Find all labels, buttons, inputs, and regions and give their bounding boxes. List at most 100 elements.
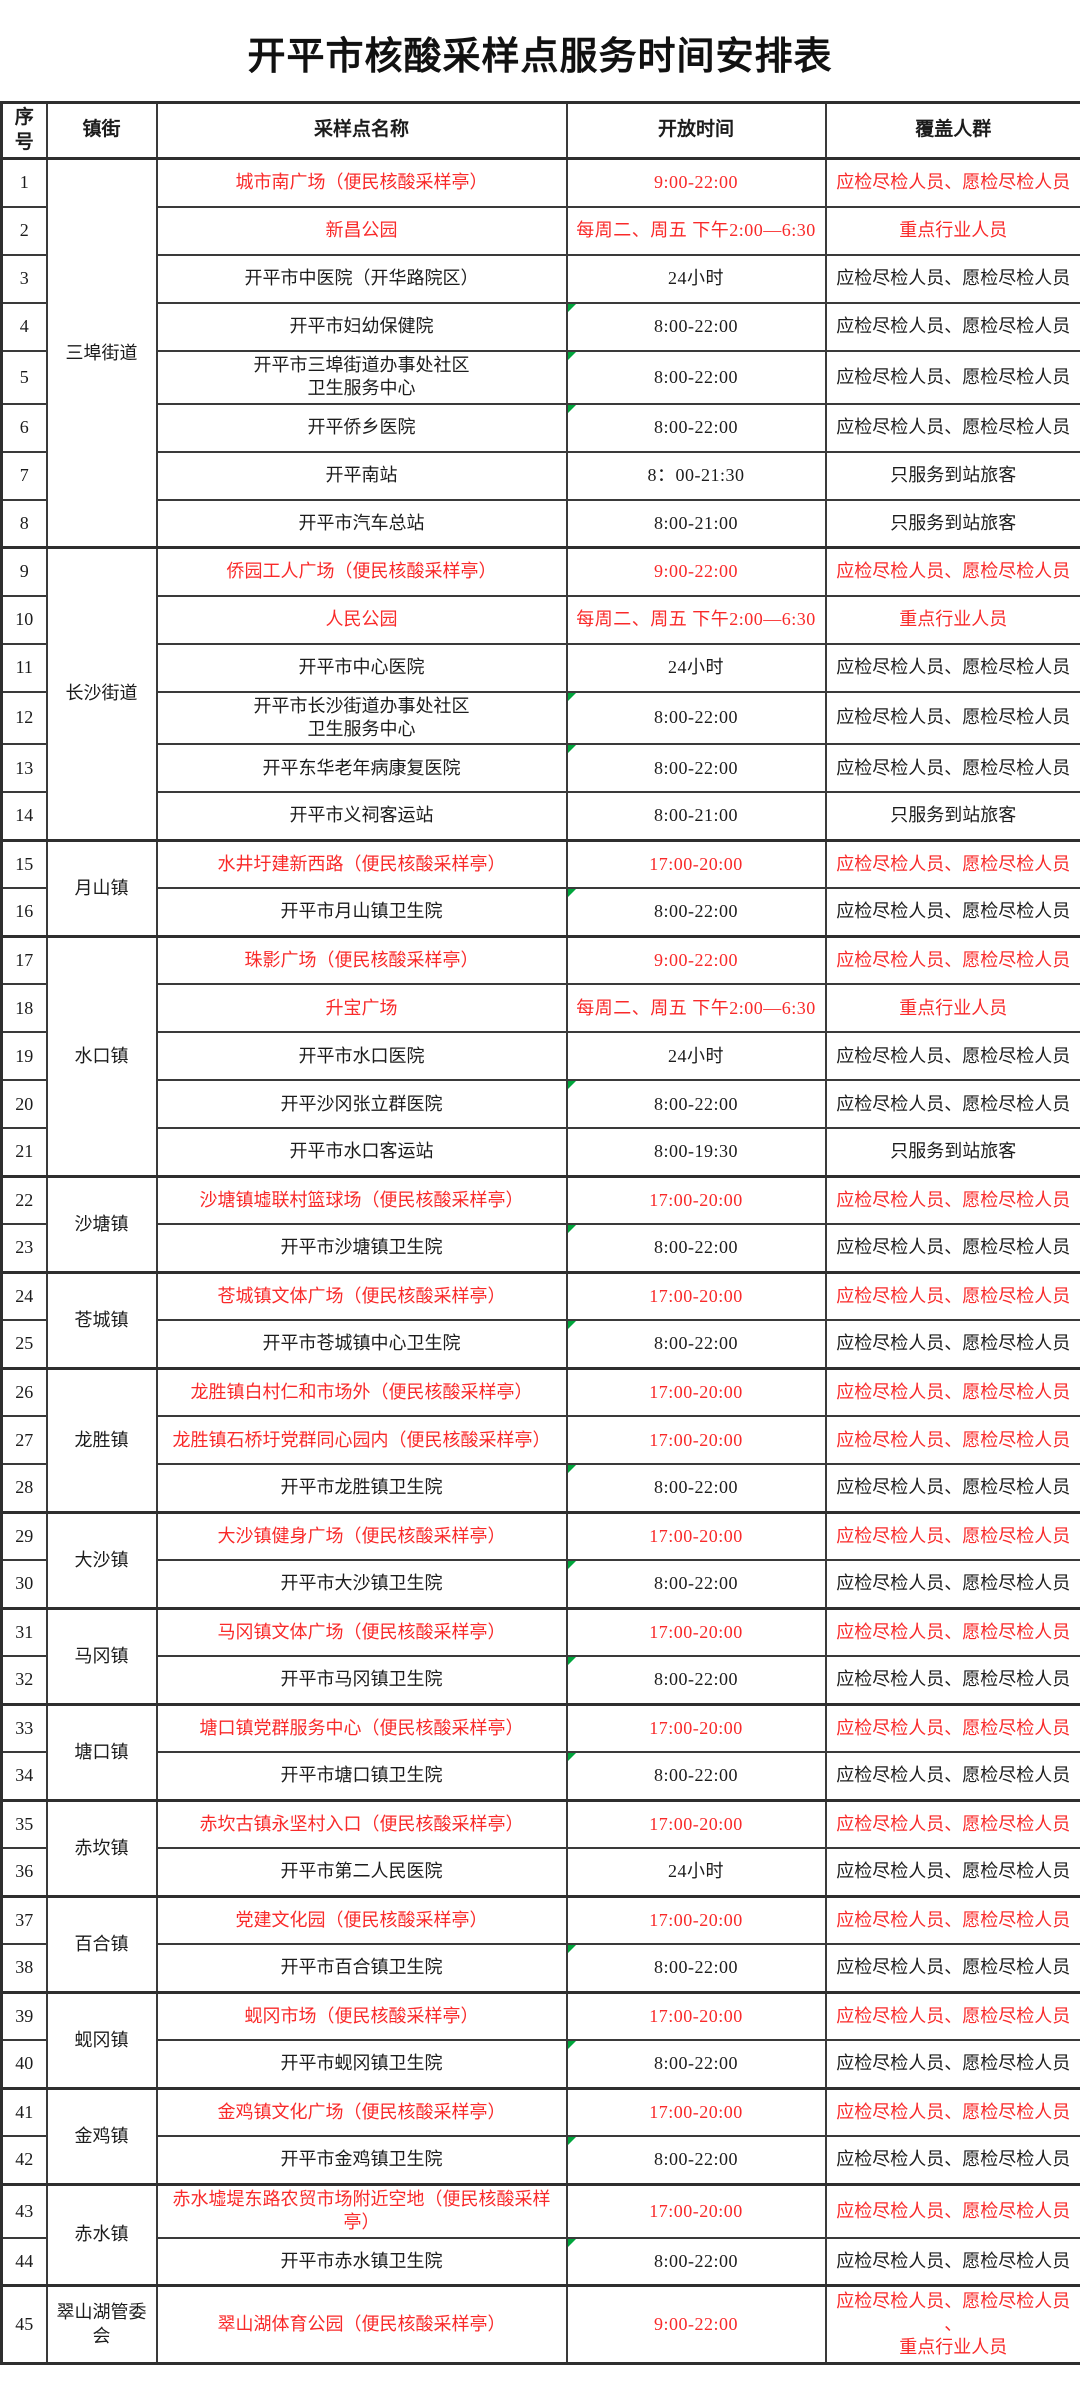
open-time-cell: 8:00-22:00 [565, 301, 827, 352]
site-name-cell: 龙胜镇白村仁和市场外（便民核酸采样亭） [155, 1366, 568, 1418]
cell-flag-marker-icon [568, 1322, 576, 1330]
table-row: 16 开平市月山镇卫生院 8:00-22:00 应检尽检人员、愿检尽检人员 [0, 887, 1080, 938]
table-row: 12 开平市长沙街道办事处社区 卫生服务中心 8:00-22:00 应检尽检人员、愿检… [0, 690, 1080, 746]
row-number-cell: 30 [0, 1559, 48, 1610]
site-name-cell: 开平市苍城镇中心卫生院 [155, 1319, 568, 1370]
coverage-cell: 应检尽检人员、愿检尽检人员 [824, 934, 1080, 986]
coverage-cell: 应检尽检人员、愿检尽检人员 [824, 2086, 1080, 2138]
row-number-cell: 7 [0, 450, 48, 501]
row-number-cell: 12 [0, 690, 48, 746]
open-time-cell: 17:00-20:00 [565, 1798, 827, 1850]
open-time-cell: 8:00-22:00 [565, 2236, 827, 2287]
site-name-cell: 开平市妇幼保健院 [155, 301, 568, 352]
town-cell: 龙胜镇 [45, 1366, 158, 1514]
table-row: 21 开平市水口客运站 8:00-19:30 只服务到站旅客 [0, 1127, 1080, 1178]
row-number-cell: 1 [0, 157, 48, 208]
site-name-cell: 水井圩建新西路（便民核酸采样亭） [155, 838, 568, 890]
site-name-cell: 开平东华老年病康复医院 [155, 743, 568, 794]
coverage-cell: 应检尽检人员、愿检尽检人员 [824, 1990, 1080, 2042]
cell-flag-marker-icon [568, 1226, 576, 1234]
site-name-cell: 塘口镇党群服务中心（便民核酸采样亭） [155, 1702, 568, 1754]
coverage-cell: 只服务到站旅客 [824, 1127, 1080, 1178]
open-time-cell: 8:00-22:00 [565, 1751, 827, 1802]
site-name-cell: 苍城镇文体广场（便民核酸采样亭） [155, 1270, 568, 1322]
table-row: 42 开平市金鸡镇卫生院 8:00-22:00 应检尽检人员、愿检尽检人员 [0, 2135, 1080, 2186]
coverage-cell: 只服务到站旅客 [824, 791, 1080, 842]
open-time-cell: 17:00-20:00 [565, 1894, 827, 1946]
table-row: 22 沙塘镇 沙塘镇墟联村篮球场（便民核酸采样亭） 17:00-20:00 应检尽检人员… [0, 1174, 1080, 1274]
open-time-cell: 17:00-20:00 [565, 1174, 827, 1226]
header-coverage: 覆盖人群 [824, 101, 1080, 161]
cell-flag-marker-icon [568, 1658, 576, 1666]
open-time-cell: 9:00-22:00 [565, 546, 827, 597]
open-time-cell: 8:00-22:00 [565, 349, 827, 405]
row-number-cell: 5 [0, 349, 48, 405]
site-name-cell: 党建文化园（便民核酸采样亭） [155, 1894, 568, 1946]
table-row: 7 开平南站 8：00-21:30 只服务到站旅客 [0, 450, 1080, 501]
coverage-cell: 应检尽检人员、愿检尽检人员 [824, 1463, 1080, 1514]
cell-flag-marker-icon [568, 1754, 576, 1762]
table-row: 34 开平市塘口镇卫生院 8:00-22:00 应检尽检人员、愿检尽检人员 [0, 1751, 1080, 1802]
cell-flag-marker-icon [568, 1466, 576, 1474]
table-row: 45 翠山湖管委会 翠山湖体育公园（便民核酸采样亭） 9:00-22:00 应检尽检人员… [0, 2284, 1080, 2365]
open-time-cell: 17:00-20:00 [565, 1415, 827, 1466]
row-number-cell: 35 [0, 1798, 48, 1850]
coverage-cell: 重点行业人员 [824, 594, 1080, 645]
row-number-cell: 28 [0, 1463, 48, 1514]
table-row: 9 长沙街道 侨园工人广场（便民核酸采样亭） 9:00-22:00 应检尽检人员、愿检尽… [0, 546, 1080, 842]
cell-flag-marker-icon [568, 890, 576, 898]
town-cell: 沙塘镇 [45, 1174, 158, 1274]
site-name-cell: 开平市中医院（开华路院区） [155, 253, 568, 304]
row-number-cell: 22 [0, 1174, 48, 1226]
cell-flag-marker-icon [568, 746, 576, 754]
table-row: 31 马冈镇 马冈镇文体广场（便民核酸采样亭） 17:00-20:00 应检尽检人员、愿… [0, 1606, 1080, 1706]
table-row: 5 开平市三埠街道办事处社区 卫生服务中心 8:00-22:00 应检尽检人员、愿检尽… [0, 349, 1080, 405]
site-name-cell: 珠影广场（便民核酸采样亭） [155, 934, 568, 986]
row-number-cell: 42 [0, 2135, 48, 2186]
site-name-cell: 开平市金鸡镇卫生院 [155, 2135, 568, 2186]
cell-flag-marker-icon [568, 2042, 576, 2050]
open-time-cell: 8:00-21:00 [565, 498, 827, 549]
open-time-cell: 17:00-20:00 [565, 1990, 827, 2042]
open-time-cell: 17:00-20:00 [565, 2086, 827, 2138]
coverage-cell: 应检尽检人员、愿检尽检人员 [824, 1223, 1080, 1274]
site-name-cell: 开平市水口医院 [155, 1031, 568, 1082]
row-number-cell: 38 [0, 1943, 48, 1994]
town-cell: 翠山湖管委会 [45, 2284, 158, 2365]
coverage-cell: 应检尽检人员、愿检尽检人员 [824, 887, 1080, 938]
open-time-cell: 8:00-19:30 [565, 1127, 827, 1178]
table-row: 35 赤坎镇 赤坎古镇永坚村入口（便民核酸采样亭） 17:00-20:00 应检尽检人员… [0, 1798, 1080, 1898]
coverage-cell: 应检尽检人员、愿检尽检人员 [824, 157, 1080, 208]
table-row: 13 开平东华老年病康复医院 8:00-22:00 应检尽检人员、愿检尽检人员 [0, 743, 1080, 794]
coverage-cell: 应检尽检人员、愿检尽检人员 [824, 1559, 1080, 1610]
town-cell: 金鸡镇 [45, 2086, 158, 2186]
site-name-cell: 开平市中心医院 [155, 642, 568, 693]
open-time-cell: 8:00-22:00 [565, 1655, 827, 1706]
coverage-cell: 应检尽检人员、愿检尽检人员 [824, 402, 1080, 453]
open-time-cell: 8：00-21:30 [565, 450, 827, 501]
table-row: 28 开平市龙胜镇卫生院 8:00-22:00 应检尽检人员、愿检尽检人员 [0, 1463, 1080, 1514]
open-time-cell: 每周二、周五 下午2:00—6:30 [565, 983, 827, 1034]
site-name-cell: 城市南广场（便民核酸采样亭） [155, 157, 568, 208]
open-time-cell: 8:00-22:00 [565, 1223, 827, 1274]
cell-flag-marker-icon [568, 2138, 576, 2146]
open-time-cell: 8:00-22:00 [565, 2039, 827, 2090]
coverage-cell: 应检尽检人员、愿检尽检人员 [824, 253, 1080, 304]
header-site-name: 采样点名称 [155, 101, 568, 161]
open-time-cell: 24小时 [565, 642, 827, 693]
table-row: 40 开平市蚬冈镇卫生院 8:00-22:00 应检尽检人员、愿检尽检人员 [0, 2039, 1080, 2090]
table-row: 20 开平沙冈张立群医院 8:00-22:00 应检尽检人员、愿检尽检人员 [0, 1079, 1080, 1130]
row-number-cell: 6 [0, 402, 48, 453]
table-row: 19 开平市水口医院 24小时 应检尽检人员、愿检尽检人员 [0, 1031, 1080, 1082]
site-name-cell: 开平市龙胜镇卫生院 [155, 1463, 568, 1514]
site-name-cell: 赤坎古镇永坚村入口（便民核酸采样亭） [155, 1798, 568, 1850]
row-number-cell: 2 [0, 205, 48, 256]
coverage-cell: 应检尽检人员、愿检尽检人员 [824, 1798, 1080, 1850]
row-number-cell: 45 [0, 2284, 48, 2365]
coverage-cell: 应检尽检人员、愿检尽检人员 [824, 1751, 1080, 1802]
row-number-cell: 26 [0, 1366, 48, 1418]
open-time-cell: 8:00-22:00 [565, 402, 827, 453]
site-name-cell: 翠山湖体育公园（便民核酸采样亭） [155, 2284, 568, 2365]
site-name-cell: 新昌公园 [155, 205, 568, 256]
coverage-cell: 应检尽检人员、愿检尽检人员 [824, 1415, 1080, 1466]
